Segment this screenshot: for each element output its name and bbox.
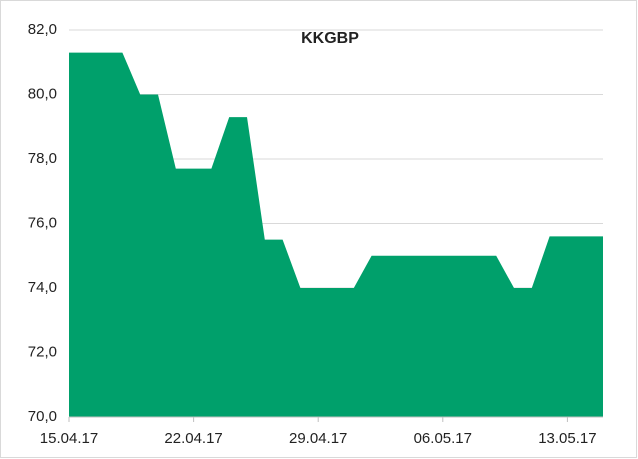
area-layer [69,52,603,417]
y-tick-label: 76,0 [28,214,57,231]
x-tick-label: 15.04.17 [40,430,98,447]
y-tick-label: 70,0 [28,408,57,425]
y-tick-label: 72,0 [28,343,57,360]
x-tick-label: 22.04.17 [164,430,222,447]
y-tick-label: 78,0 [28,150,57,167]
axes-layer: 70,0 72,0 74,0 76,0 78,0 80,0 82,0 15.04.17 22.0… [28,21,603,447]
y-tick-label: 82,0 [28,21,57,38]
x-tick-label: 29.04.17 [289,430,347,447]
x-tick-label: 06.05.17 [414,430,472,447]
x-tick-label: 13.05.17 [538,430,596,447]
area [69,52,603,417]
y-tick-label: 74,0 [28,279,57,296]
chart-title: KKGBP [301,30,359,47]
y-tick-label: 80,0 [28,85,57,102]
